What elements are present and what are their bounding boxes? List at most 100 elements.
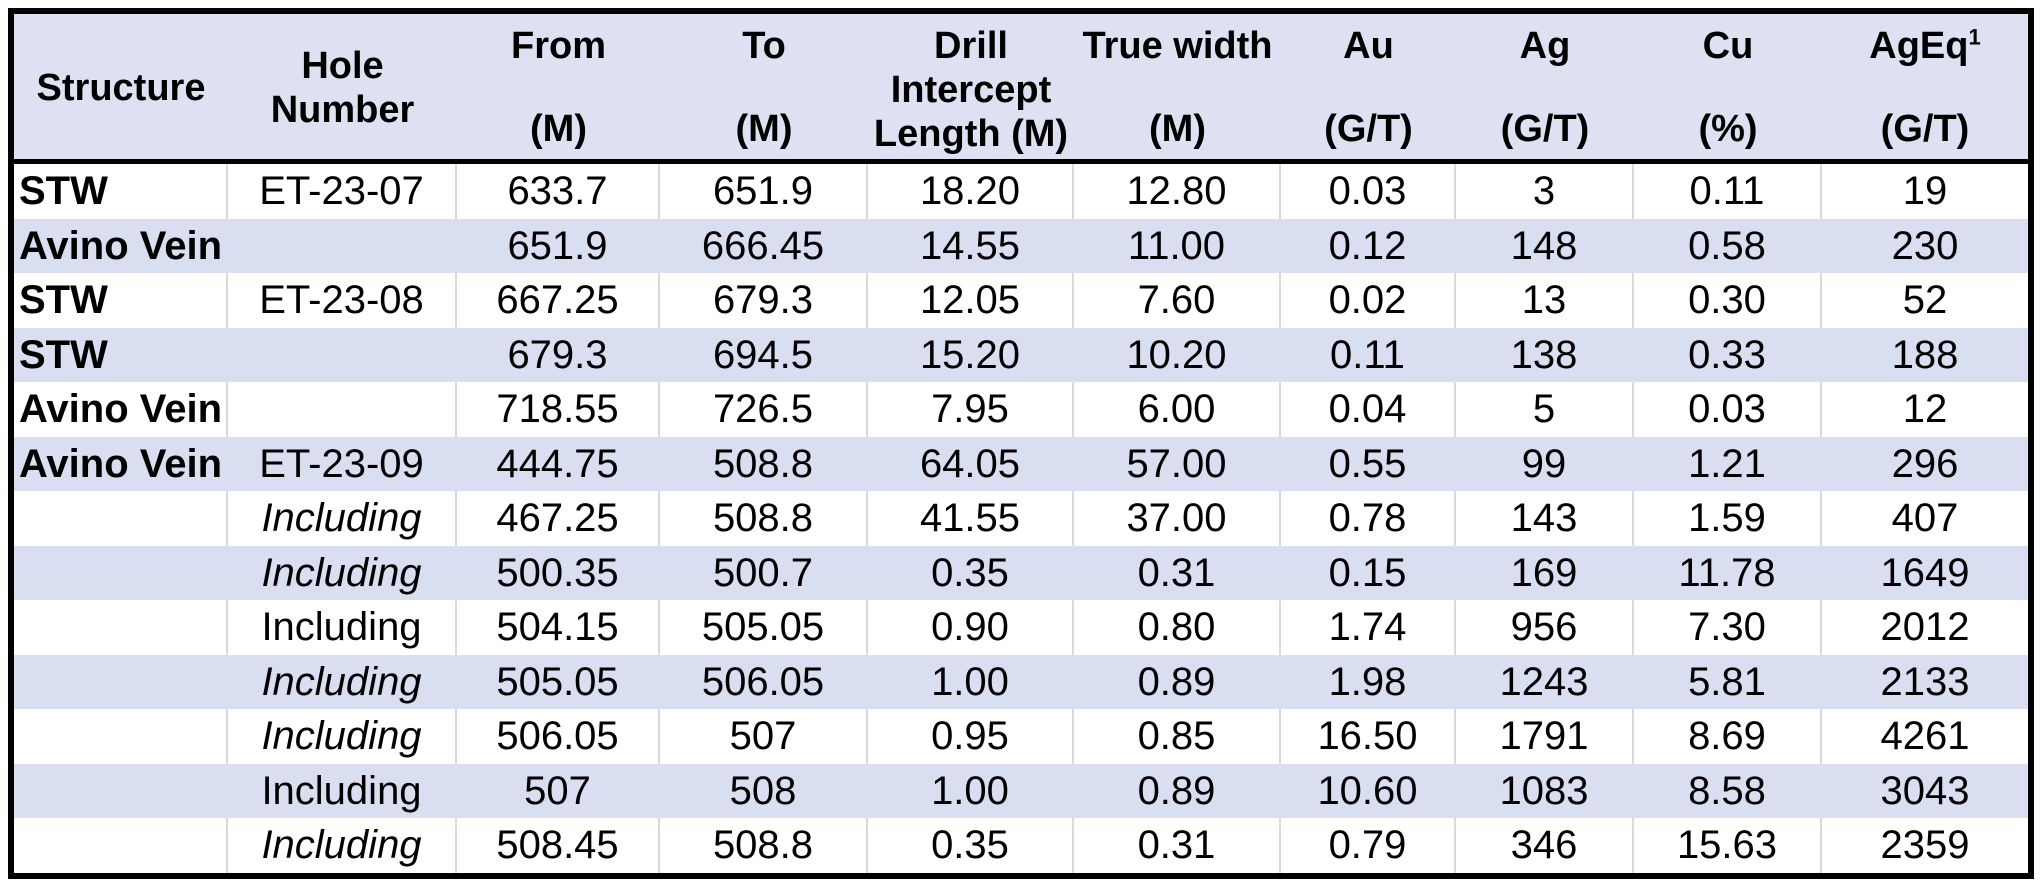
- drill-intercept-length-cell: 18.20: [868, 164, 1074, 219]
- ag-cell: 1791: [1456, 709, 1634, 764]
- column-header-unit: (G/T): [1880, 108, 1970, 150]
- ag-cell: 143: [1456, 491, 1634, 546]
- column-header-name: Hole Number: [270, 44, 415, 131]
- hole-number-cell: ET-23-08: [228, 273, 457, 328]
- true-width-cell: 6.00: [1074, 382, 1281, 437]
- column-header-structure: Structure: [14, 14, 228, 159]
- drill-intercept-length-cell: 64.05: [919, 441, 1021, 486]
- true-width-cell: 11.00: [1127, 223, 1226, 268]
- cu-cell: 1.21: [1688, 441, 1766, 486]
- true-width-cell: 0.85: [1074, 709, 1281, 764]
- drill-intercept-length-cell: 12.05: [868, 273, 1074, 328]
- structure-cell: [14, 546, 228, 601]
- table-row: Including 500.35 500.7 0.35 0.31 0.15 16…: [14, 545, 2028, 601]
- from-cell: 444.75: [496, 441, 619, 486]
- table-body: STW ET-23-07 633.7 651.9 18.20 12.80 0.0…: [14, 164, 2028, 873]
- hole-number-cell: [228, 382, 457, 437]
- au-cell: 0.15: [1328, 550, 1407, 595]
- from-cell: 679.3: [507, 332, 608, 377]
- ag-cell: 138: [1510, 332, 1578, 377]
- table-header-row: Structure Hole Number From (M) To (M) Dr…: [14, 14, 2028, 164]
- ageq-cell: 296: [1891, 441, 1959, 486]
- ageq-cell: 407: [1891, 496, 1959, 540]
- to-cell: 508.8: [660, 491, 868, 546]
- drill-intercept-length-cell: 0.90: [868, 600, 1074, 655]
- true-width-cell: 57.00: [1126, 441, 1227, 486]
- from-cell: 467.25: [457, 491, 660, 546]
- column-header-name: To: [742, 25, 786, 67]
- table-row: Including 508.45 508.8 0.35 0.31 0.79 34…: [14, 818, 2028, 873]
- column-header-unit: (M): [735, 108, 793, 150]
- ag-cell: 99: [1521, 441, 1567, 486]
- drill-intercept-length-cell: 15.20: [919, 332, 1021, 377]
- column-header-unit: (M): [1149, 108, 1206, 150]
- column-header-ag: Ag (G/T): [1456, 14, 1634, 159]
- cu-cell: 8.69: [1634, 709, 1822, 764]
- structure-cell: STW: [19, 332, 108, 377]
- drill-intercept-length-cell: 41.55: [868, 491, 1074, 546]
- ageq-cell: 52: [1902, 278, 1948, 322]
- au-cell: 1.74: [1281, 600, 1456, 655]
- column-header-unit: Length (M): [873, 113, 1069, 155]
- to-cell: 508.8: [660, 818, 868, 873]
- drill-intercept-length-cell: 0.35: [931, 550, 1009, 595]
- structure-cell: [14, 709, 228, 764]
- to-cell: 694.5: [712, 332, 814, 377]
- from-cell: 508.45: [457, 818, 660, 873]
- table-row: Including 467.25 508.8 41.55 37.00 0.78 …: [14, 491, 2028, 546]
- table-row: Avino Vein 718.55 726.5 7.95 6.00 0.04 5…: [14, 382, 2028, 437]
- drill-intercept-length-cell: 1.00: [931, 659, 1009, 704]
- table-row: Including 505.05 506.05 1.00 0.89 1.98 1…: [14, 654, 2028, 709]
- drill-intercept-length-cell: 14.55: [919, 223, 1021, 268]
- ageq-cell: 188: [1891, 332, 1959, 377]
- table-row: STW ET-23-08 667.25 679.3 12.05 7.60 0.0…: [14, 273, 2028, 328]
- to-cell: 507: [660, 709, 868, 764]
- true-width-cell: 0.80: [1074, 600, 1281, 655]
- cu-cell: 15.63: [1634, 818, 1822, 873]
- column-header-from: From (M): [457, 14, 660, 159]
- true-width-cell: 10.20: [1126, 332, 1227, 377]
- to-cell: 666.45: [701, 223, 825, 268]
- column-header-name: Au: [1343, 25, 1394, 67]
- column-header-name: Drill Intercept: [890, 25, 1052, 111]
- hole-number-cell: ET-23-09: [259, 441, 424, 486]
- cu-cell: 0.11: [1634, 164, 1822, 219]
- au-cell: 0.02: [1281, 273, 1456, 328]
- au-cell: 0.12: [1328, 223, 1407, 268]
- au-cell: 0.55: [1328, 441, 1407, 486]
- ag-cell: 1083: [1499, 768, 1589, 813]
- au-cell: 16.50: [1281, 709, 1456, 764]
- ageq-cell: 19: [1902, 169, 1948, 213]
- ag-cell: 1243: [1499, 659, 1589, 704]
- structure-cell: [14, 764, 228, 819]
- table-row: Including 507 508 1.00 0.89 10.60 1083 8…: [14, 763, 2028, 819]
- ag-cell: 5: [1456, 382, 1634, 437]
- hole-number-cell: Including: [261, 768, 422, 813]
- hole-number-cell: Including: [261, 550, 422, 595]
- hole-number-cell: Including: [261, 659, 422, 704]
- table-row: STW ET-23-07 633.7 651.9 18.20 12.80 0.0…: [14, 164, 2028, 219]
- au-cell: 0.11: [1330, 332, 1405, 377]
- column-header-name: AgEq1: [1869, 24, 1981, 67]
- cu-cell: 0.58: [1688, 223, 1766, 268]
- ageq-cell: 3043: [1880, 768, 1970, 813]
- true-width-cell: 12.80: [1074, 164, 1281, 219]
- ageq-cell: 2359: [1880, 823, 1970, 867]
- column-header-unit: (G/T): [1500, 108, 1590, 150]
- column-header-ageq: AgEq1 (G/T): [1822, 14, 2028, 159]
- column-header-name: Structure: [36, 66, 206, 109]
- to-cell: 726.5: [660, 382, 868, 437]
- column-header-name: Ag: [1519, 25, 1571, 67]
- from-cell: 507: [524, 768, 591, 813]
- structure-cell: STW: [14, 273, 228, 328]
- column-header-unit: (%): [1698, 108, 1758, 150]
- hole-number-cell: Including: [228, 600, 457, 655]
- ageq-cell: 1649: [1880, 550, 1970, 595]
- cu-cell: 5.81: [1688, 659, 1766, 704]
- column-header-name: Cu: [1702, 25, 1754, 67]
- true-width-cell: 37.00: [1074, 491, 1281, 546]
- column-header-drill-intercept: Drill Intercept Length (M): [868, 14, 1074, 159]
- structure-cell: Avino Vein: [19, 441, 223, 486]
- to-cell: 508.8: [712, 441, 814, 486]
